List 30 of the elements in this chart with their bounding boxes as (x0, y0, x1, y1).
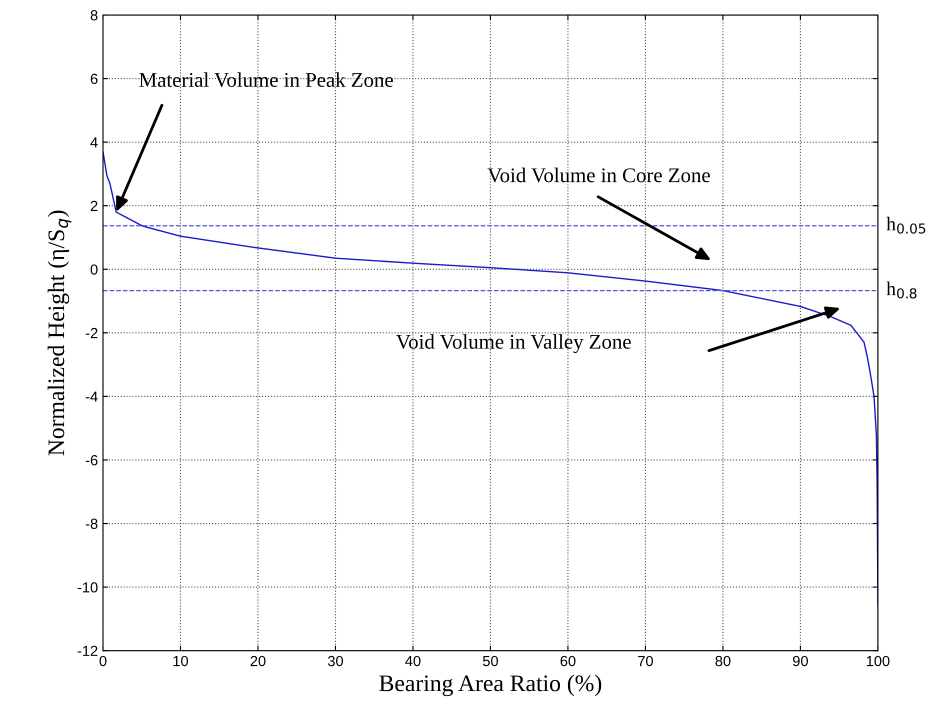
y-axis-title: Normalized Height (η/S$_{q}$) (48, 210, 72, 456)
x-tick-label: 60 (560, 656, 576, 666)
x-tick-label: 100 (866, 656, 890, 666)
y-tick-label: -2 (86, 328, 98, 338)
ref-line-label: h$_{0.8}$ (886, 282, 917, 299)
x-tick-label: 90 (792, 656, 808, 666)
y-tick-label: -12 (78, 646, 98, 656)
y-tick-label: 0 (90, 264, 98, 275)
x-tick-label: 0 (100, 656, 106, 666)
annotation: Material Volume in Peak Zone (139, 72, 393, 88)
x-tick-label: 40 (405, 656, 421, 666)
ref-line-label: h$_{0.05}$ (886, 216, 926, 234)
x-tick-label: 30 (328, 656, 344, 666)
x-tick-label: 10 (173, 656, 188, 666)
x-tick-label: 80 (715, 656, 730, 666)
annotation: Void Volume in Core Zone (487, 168, 710, 182)
y-tick-label: -6 (86, 455, 98, 466)
x-tick-label: 50 (482, 656, 498, 666)
line-series (103, 150, 878, 607)
y-tick-label: -8 (86, 518, 98, 529)
y-tick-label: 4 (90, 137, 98, 148)
y-tick-label: 6 (90, 74, 98, 84)
x-tick-label: 70 (638, 656, 653, 666)
y-tick-label: -4 (86, 392, 98, 402)
y-tick-label: 8 (90, 10, 98, 20)
y-tick-label: -10 (78, 582, 98, 593)
x-axis-title: Bearing Area Ratio (%) (379, 674, 602, 696)
x-tick-label: 20 (250, 656, 266, 666)
annotation: Void Volume in Valley Zone (396, 334, 631, 354)
y-tick-label: 2 (90, 200, 98, 211)
